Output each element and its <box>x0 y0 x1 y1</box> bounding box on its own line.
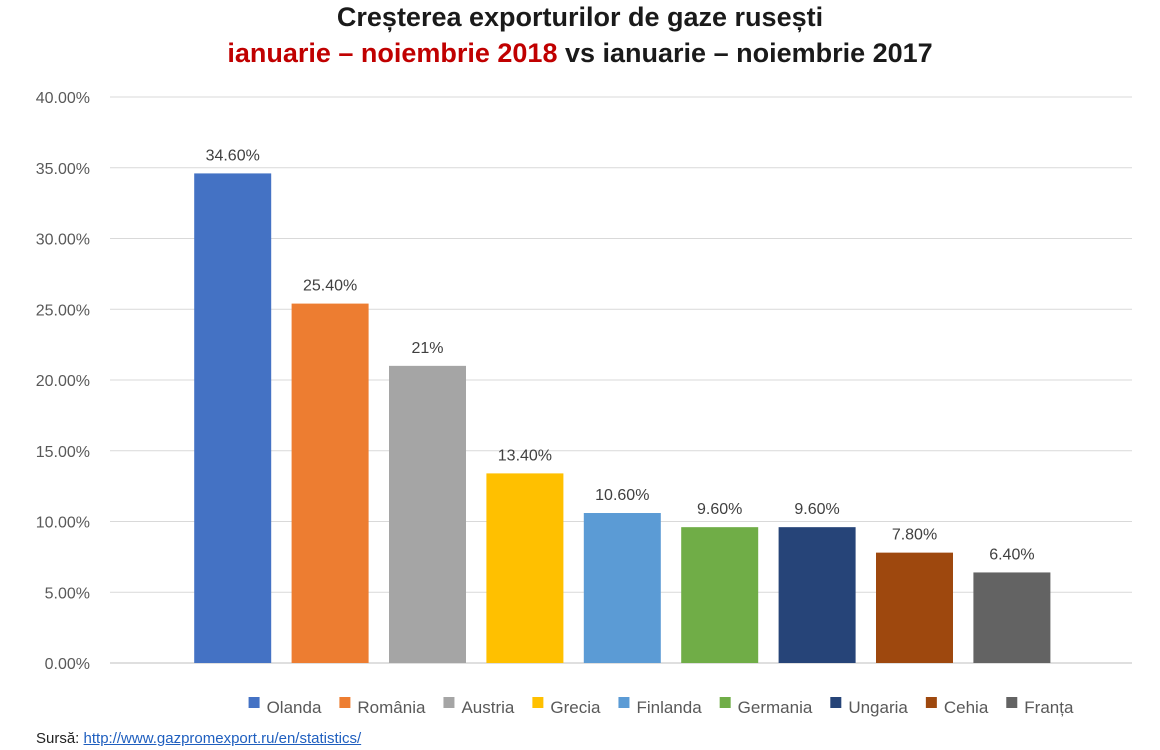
source-label: Sursă: <box>36 730 80 747</box>
y-tick-label: 40.00% <box>36 90 90 107</box>
legend-swatch <box>1006 697 1018 708</box>
legend-swatch <box>339 697 351 708</box>
bar-grecia <box>486 473 564 663</box>
data-label: 21% <box>411 340 443 357</box>
legend-item: Finlanda <box>618 697 702 717</box>
data-label: 9.60% <box>794 501 839 518</box>
legend-label: Olanda <box>267 698 322 717</box>
data-labels: 34.60% 25.40% 21% 13.40% 10.60% 9.60% 9.60% 7.8… <box>206 147 1035 563</box>
legend-item: România <box>339 697 426 717</box>
bar-ungaria <box>778 527 856 663</box>
legend-label: Ungaria <box>848 698 908 717</box>
source-link[interactable]: http://www.gazpromexport.ru/en/statistic… <box>83 730 362 747</box>
bar-chart: 0.00% 5.00% 10.00% 15.00% 20.00% 25.00% 30.00%… <box>36 90 1132 717</box>
chart-subtitle-highlight: ianuarie – noiembrie 2018 <box>227 38 558 68</box>
legend: Olanda România Austria Grecia Finlanda German… <box>248 697 1074 717</box>
y-tick-label: 0.00% <box>45 656 90 673</box>
legend-label: Grecia <box>550 698 601 717</box>
legend-item: Cehia <box>925 697 989 717</box>
legend-swatch <box>443 697 455 708</box>
data-label: 6.40% <box>989 546 1034 563</box>
y-tick-label: 20.00% <box>36 373 90 390</box>
source-note: Sursă: http://www.gazpromexport.ru/en/st… <box>36 730 361 747</box>
chart-title: Creșterea exporturilor de gaze rusești <box>336 2 824 32</box>
y-tick-label: 15.00% <box>36 444 90 461</box>
legend-swatch <box>248 697 260 708</box>
bar-austria <box>389 365 466 663</box>
y-tick-label: 10.00% <box>36 515 90 532</box>
legend-label: Cehia <box>944 698 989 717</box>
legend-label: Finlanda <box>636 698 702 717</box>
y-tick-label: 35.00% <box>36 161 90 178</box>
bar-finlanda <box>583 513 661 663</box>
bar-românia <box>291 303 369 663</box>
legend-item: Ungaria <box>830 697 908 717</box>
legend-item: Olanda <box>248 697 322 717</box>
data-label: 13.40% <box>498 447 552 464</box>
legend-item: Franța <box>1006 697 1074 717</box>
chart-subtitle: ianuarie – noiembrie 2018 vs ianuarie – … <box>0 38 1160 69</box>
legend-item: Germania <box>719 697 813 717</box>
data-label: 25.40% <box>303 278 357 295</box>
y-axis: 0.00% 5.00% 10.00% 15.00% 20.00% 25.00% 30.00%… <box>36 90 90 673</box>
legend-label: Austria <box>461 698 514 717</box>
data-label: 9.60% <box>697 501 742 518</box>
data-label: 34.60% <box>206 147 260 164</box>
legend-swatch <box>925 697 937 708</box>
bar-cehia <box>876 552 953 663</box>
chart-subtitle-rest: vs ianuarie – noiembrie 2017 <box>557 38 933 68</box>
data-label: 7.80% <box>892 527 937 544</box>
y-tick-label: 5.00% <box>45 585 90 602</box>
y-tick-label: 30.00% <box>36 232 90 249</box>
bar-franța <box>973 572 1051 663</box>
legend-item: Grecia <box>532 697 601 717</box>
legend-item: Austria <box>443 697 515 717</box>
data-label: 10.60% <box>595 487 649 504</box>
legend-swatch <box>719 697 731 708</box>
bar-germania <box>681 527 759 663</box>
legend-swatch <box>532 697 544 708</box>
bars <box>194 173 1051 663</box>
bar-olanda <box>194 173 272 663</box>
legend-label: România <box>357 698 426 717</box>
legend-swatch <box>830 697 842 708</box>
grid-lines <box>110 96 1132 664</box>
y-tick-label: 25.00% <box>36 302 90 319</box>
legend-label: Germania <box>738 698 813 717</box>
legend-label: Franța <box>1024 698 1074 717</box>
legend-swatch <box>618 697 630 708</box>
